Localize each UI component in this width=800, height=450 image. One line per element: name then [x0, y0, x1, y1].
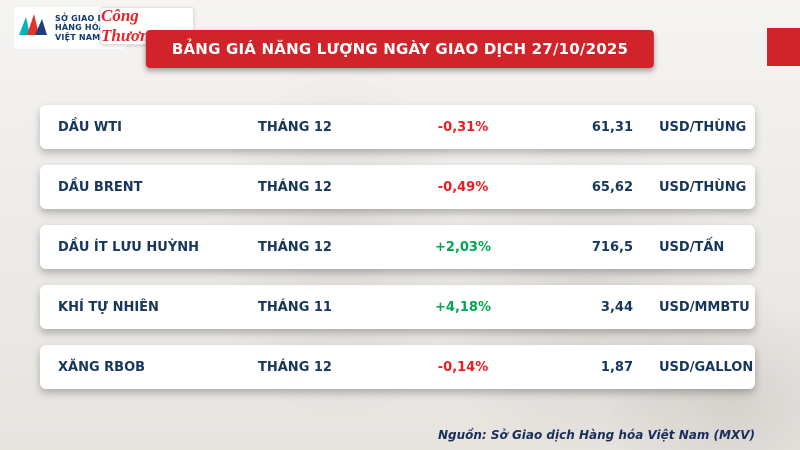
change-percent: -0,31%: [437, 119, 489, 135]
price-unit: USD/TẤN: [659, 239, 725, 255]
price-table: DẦU WTI THÁNG 12 -0,31% 61,31 USD/THÙNG …: [40, 105, 755, 405]
price-value: 3,44: [600, 299, 633, 315]
commodity-name: DẦU ÍT LƯU HUỲNH: [58, 239, 200, 255]
contract-month: THÁNG 12: [258, 239, 332, 255]
price-value: 65,62: [591, 179, 633, 195]
price-value: 1,87: [600, 359, 633, 375]
price-unit: USD/THÙNG: [659, 179, 747, 195]
contract-month: THÁNG 12: [258, 179, 332, 195]
table-row: DẦU WTI THÁNG 12 -0,31% 61,31 USD/THÙNG: [40, 105, 755, 149]
mxv-logo-text: SỞ GIAO DỊCH HÀNG HÓA VIỆT NAM: [55, 14, 120, 43]
contract-month: THÁNG 11: [258, 299, 332, 315]
mxv-logo-line2: HÀNG HÓA: [55, 23, 106, 33]
mxv-logo-line1: SỞ GIAO DỊCH: [55, 13, 121, 23]
change-percent: -0,49%: [437, 179, 489, 195]
mxv-logo-line3: VIỆT NAM: [55, 32, 101, 42]
table-row: DẦU ÍT LƯU HUỲNH THÁNG 12 +2,03% 716,5 U…: [40, 225, 755, 269]
source-note: Nguồn: Sở Giao dịch Hàng hóa Việt Nam (M…: [437, 428, 755, 442]
contract-month: THÁNG 12: [258, 119, 332, 135]
contract-month: THÁNG 12: [258, 359, 332, 375]
price-value: 716,5: [591, 239, 633, 255]
commodity-name: DẦU BRENT: [58, 179, 143, 195]
table-row: KHÍ TỰ NHIÊN THÁNG 11 +4,18% 3,44 USD/MM…: [40, 285, 755, 329]
price-unit: USD/GALLON: [659, 359, 754, 375]
page-title: BẢNG GIÁ NĂNG LƯỢNG NGÀY GIAO DỊCH 27/10…: [145, 30, 655, 68]
commodity-name: XĂNG RBOB: [58, 359, 146, 375]
change-percent: +2,03%: [435, 239, 491, 255]
red-accent-bar: [767, 28, 800, 66]
price-unit: USD/THÙNG: [659, 119, 747, 135]
mxv-logo-icon: [16, 9, 50, 47]
congthuong-logo-text: Công Thương: [101, 6, 159, 45]
table-row: DẦU BRENT THÁNG 12 -0,49% 65,62 USD/THÙN…: [40, 165, 755, 209]
price-unit: USD/MMBTU: [659, 299, 750, 315]
price-value: 61,31: [591, 119, 633, 135]
commodity-name: KHÍ TỰ NHIÊN: [58, 299, 159, 315]
change-percent: +4,18%: [435, 299, 491, 315]
table-row: XĂNG RBOB THÁNG 12 -0,14% 1,87 USD/GALLO…: [40, 345, 755, 389]
commodity-name: DẦU WTI: [58, 119, 122, 135]
change-percent: -0,14%: [437, 359, 489, 375]
